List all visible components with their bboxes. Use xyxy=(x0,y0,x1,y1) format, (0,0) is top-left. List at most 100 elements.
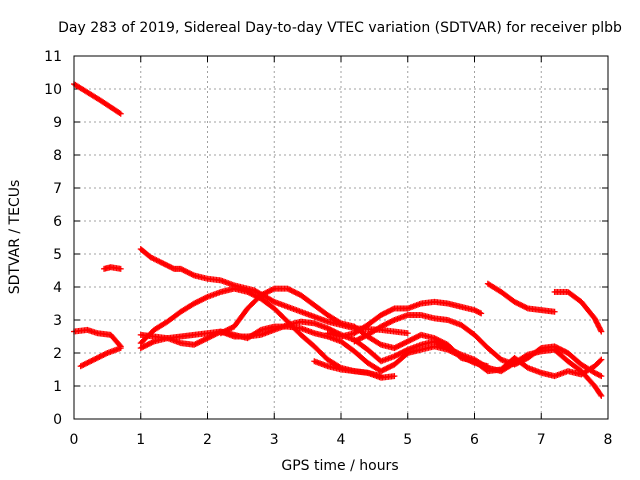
data-point xyxy=(478,310,485,317)
data-point xyxy=(597,327,604,334)
data-point xyxy=(197,297,204,304)
data-point xyxy=(396,350,403,357)
data-point xyxy=(89,357,96,364)
data-point xyxy=(362,333,369,340)
data-point xyxy=(336,319,343,326)
data-point xyxy=(518,302,525,309)
y-tick-label: 0 xyxy=(53,412,62,428)
data-point xyxy=(159,259,166,266)
data-point xyxy=(192,299,199,306)
y-tick-label: 11 xyxy=(44,49,62,65)
data-point xyxy=(191,341,198,348)
data-point xyxy=(145,341,152,348)
data-point xyxy=(87,358,94,365)
data-point xyxy=(184,269,191,276)
x-tick-label: 5 xyxy=(403,432,412,448)
data-point xyxy=(594,371,601,378)
data-point xyxy=(394,343,401,350)
data-point xyxy=(180,267,187,274)
x-tick-label: 2 xyxy=(203,432,212,448)
data-point xyxy=(195,339,202,346)
data-point xyxy=(597,391,604,398)
data-point xyxy=(522,304,529,311)
y-tick-label: 2 xyxy=(53,346,62,362)
data-point xyxy=(355,336,362,343)
data-point xyxy=(399,341,406,348)
data-point xyxy=(390,306,397,313)
data-point xyxy=(378,373,385,380)
data-point xyxy=(264,288,271,295)
x-tick-label: 6 xyxy=(470,432,479,448)
data-point xyxy=(598,392,605,399)
data-point xyxy=(161,261,168,268)
data-point xyxy=(80,361,87,368)
data-point xyxy=(591,369,598,376)
data-point xyxy=(77,363,84,370)
data-point xyxy=(384,308,391,315)
data-point xyxy=(400,348,407,355)
data-point xyxy=(179,266,186,273)
x-tick-label: 8 xyxy=(604,432,613,448)
data-point xyxy=(203,335,210,342)
data-point xyxy=(200,337,207,344)
x-axis-ticks: 0 1 2 3 4 5 6 7 8 xyxy=(70,56,613,448)
data-point xyxy=(474,308,481,315)
data-point xyxy=(95,354,102,361)
data-point xyxy=(387,307,394,314)
data-point xyxy=(265,288,272,295)
data-point xyxy=(187,270,194,277)
data-point xyxy=(386,308,393,315)
data-point xyxy=(143,342,150,349)
data-point xyxy=(205,334,212,341)
data-point xyxy=(167,263,174,270)
data-point xyxy=(391,373,398,380)
data-point xyxy=(93,355,100,362)
data-point xyxy=(379,322,386,329)
data-point xyxy=(168,264,175,271)
data-point xyxy=(519,357,526,364)
data-point xyxy=(260,290,267,297)
data-point xyxy=(400,340,407,347)
data-point xyxy=(193,299,200,306)
y-tick-label: 7 xyxy=(53,181,62,197)
data-point xyxy=(245,289,252,296)
data-point xyxy=(512,299,519,306)
data-point xyxy=(203,294,210,301)
data-point xyxy=(221,328,228,335)
data-point xyxy=(188,271,195,278)
data-point xyxy=(407,337,414,344)
data-point xyxy=(100,351,107,358)
data-point xyxy=(414,333,421,340)
data-point xyxy=(402,348,409,355)
data-point xyxy=(160,260,167,267)
data-point xyxy=(596,372,603,379)
data-point xyxy=(380,310,387,317)
data-point xyxy=(263,289,270,296)
data-point xyxy=(398,341,405,348)
data-point xyxy=(139,344,146,351)
data-point xyxy=(223,327,230,334)
data-point xyxy=(520,356,527,363)
data-point xyxy=(189,271,196,278)
data-point xyxy=(411,335,418,342)
data-point xyxy=(220,328,227,335)
data-point xyxy=(412,334,419,341)
data-point xyxy=(287,286,294,293)
data-point xyxy=(244,288,251,295)
y-tick-label: 8 xyxy=(53,148,62,164)
data-point xyxy=(257,292,264,299)
data-point xyxy=(471,307,478,314)
data-point xyxy=(227,325,234,332)
data-point xyxy=(219,329,226,336)
y-tick-label: 9 xyxy=(53,115,62,131)
data-point xyxy=(289,288,296,295)
data-point xyxy=(402,339,409,346)
data-point xyxy=(512,360,519,367)
data-point xyxy=(380,322,387,329)
y-tick-label: 6 xyxy=(53,214,62,230)
data-point xyxy=(181,267,188,274)
data-point xyxy=(259,291,266,298)
data-point xyxy=(391,353,398,360)
data-point xyxy=(516,358,523,365)
data-point xyxy=(388,362,395,369)
